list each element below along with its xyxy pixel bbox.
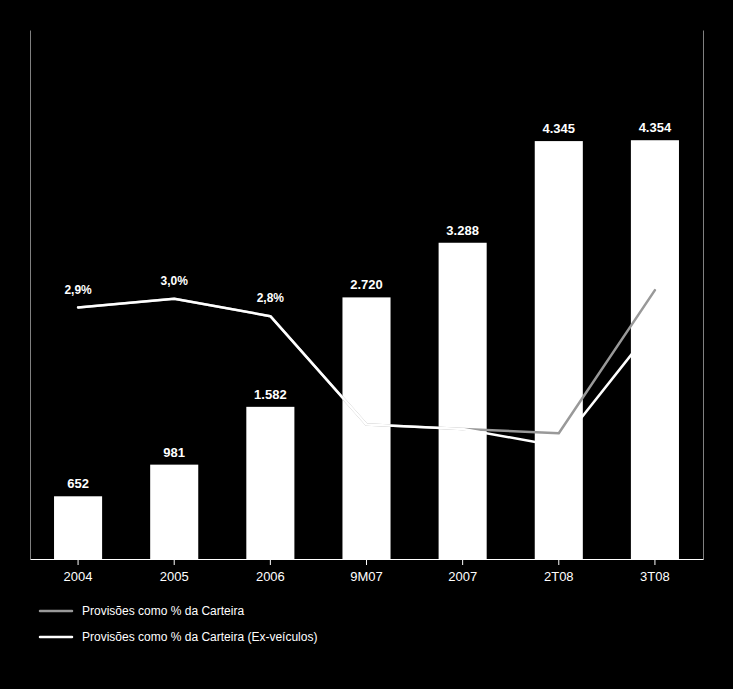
bar (535, 141, 583, 559)
y-axis-line (30, 31, 31, 560)
x-tick: 2006 (256, 559, 285, 584)
annotation: 3,0% (161, 274, 189, 288)
x-tick-label: 2004 (64, 569, 93, 584)
x-tick-label: 2005 (160, 569, 189, 584)
x-tick-label: 2007 (448, 569, 477, 584)
legend-item: Provisões como % da Carteira (Ex-veículo… (40, 630, 317, 644)
legend-label: Provisões como % da Carteira (Ex-veículo… (82, 630, 317, 644)
legend-swatch (40, 636, 72, 639)
x-tick: 3T08 (640, 559, 670, 584)
data-label: 4.345 (543, 121, 576, 136)
x-tick: 2007 (448, 559, 477, 584)
y2-axis (703, 31, 704, 560)
legend-label: Provisões como % da Carteira (82, 604, 244, 618)
bar (150, 465, 198, 559)
line (78, 299, 655, 446)
x-axis: 2004 2005 2006 9M07 2007 2T08 3T08 (31, 559, 704, 584)
data-label: 2.720 (350, 277, 383, 292)
x-tick: 2005 (160, 559, 189, 584)
x-tick-mark (558, 559, 559, 565)
data-label: 3.288 (446, 223, 479, 238)
x-tick-label: 9M07 (350, 569, 383, 584)
x-tick: 2004 (64, 559, 93, 584)
marks (54, 140, 679, 559)
legend-swatch (40, 610, 72, 613)
chart: 652 981 1.582 2.720 3.288 4.345 4.354 2,9% 3,0% 2… (0, 0, 733, 689)
y2-axis-line (703, 31, 704, 560)
legend-item: Provisões como % da Carteira (40, 604, 244, 618)
labels: 652 981 1.582 2.720 3.288 4.345 4.354 2,9% 3,0% 2… (64, 120, 672, 491)
background (0, 0, 733, 689)
bar (246, 407, 294, 559)
x-tick-mark (270, 559, 271, 565)
bar (342, 297, 390, 559)
data-label: 1.582 (254, 387, 287, 402)
data-label: 652 (67, 476, 89, 491)
x-tick-mark (78, 559, 79, 565)
bar (439, 243, 487, 559)
x-tick-mark (174, 559, 175, 565)
annotation: 2,9% (64, 283, 92, 297)
plot: 652 981 1.582 2.720 3.288 4.345 4.354 2,9% 3,0% 2… (31, 31, 704, 645)
bar (631, 140, 679, 559)
data-label: 981 (163, 445, 185, 460)
x-tick-mark (462, 559, 463, 565)
x-tick-label: 2T08 (544, 569, 574, 584)
x-tick: 9M07 (350, 559, 383, 584)
annotation: 2,8% (257, 291, 285, 305)
line (78, 290, 655, 433)
x-tick-label: 2006 (256, 569, 285, 584)
y-axis (30, 31, 31, 560)
x-tick-label: 3T08 (640, 569, 670, 584)
legend: Provisões como % da Carteira Provisões co… (40, 604, 317, 644)
data-label: 4.354 (639, 120, 672, 135)
x-tick: 2T08 (544, 559, 574, 584)
bar (54, 496, 102, 559)
x-tick-mark (366, 559, 367, 565)
x-tick-mark (654, 559, 655, 565)
